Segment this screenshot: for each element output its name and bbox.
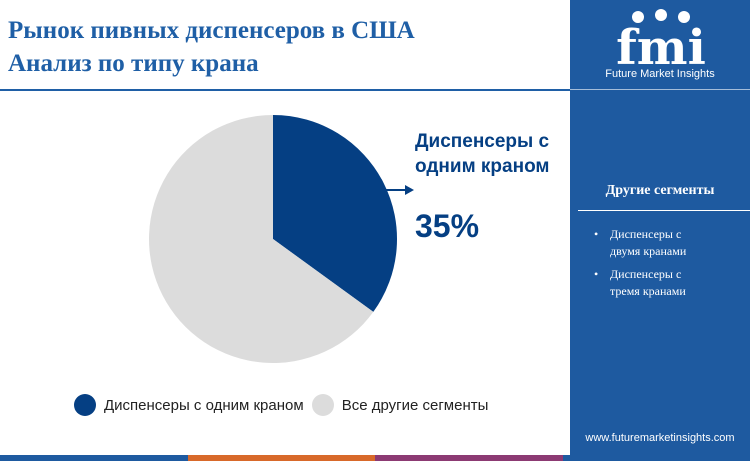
pie-slice-single-tap bbox=[273, 115, 398, 312]
bottom-bar-segment bbox=[0, 455, 188, 461]
other-segments-list: • Диспенсеры с двумя кранами • Диспенсер… bbox=[570, 226, 750, 306]
legend-item-single-tap: Диспенсеры с одним краном bbox=[74, 394, 304, 416]
list-item-line: Диспенсеры с bbox=[610, 267, 682, 281]
callout-label-line-2: одним краном bbox=[415, 156, 549, 177]
legend-item-other: Все другие сегменты bbox=[311, 394, 489, 416]
bottom-bar-segment bbox=[187, 455, 375, 461]
bullet-icon: • bbox=[594, 227, 599, 241]
callout-value: 35% bbox=[415, 208, 479, 244]
other-segments-divider bbox=[578, 210, 750, 211]
sidebar: fmi Future Market Insights Другие сегмен… bbox=[570, 0, 750, 461]
globe-dot-icon bbox=[632, 11, 644, 23]
list-item-line: тремя кранами bbox=[610, 284, 686, 298]
legend-swatch-other bbox=[311, 394, 334, 416]
legend-swatch-single-tap bbox=[74, 394, 96, 416]
callout-arrow-head-icon bbox=[405, 185, 414, 195]
website-link[interactable]: www.futuremarketinsights.com bbox=[585, 432, 735, 444]
sidebar-divider bbox=[570, 89, 750, 90]
title-line-2: Анализ по типу крана bbox=[8, 50, 259, 77]
logo-subtitle: Future Market Insights bbox=[605, 68, 715, 80]
title-line-1: Рынок пивных диспенсеров в США bbox=[8, 17, 415, 44]
globe-dot-icon bbox=[678, 11, 690, 23]
chart-legend: Диспенсеры с одним краном Все другие сег… bbox=[74, 394, 496, 416]
pie-chart: Диспенсеры с одним краном 35% bbox=[149, 115, 550, 363]
pie-slice-other bbox=[149, 115, 374, 363]
globe-dot-icon bbox=[655, 9, 667, 21]
legend-label-single-tap: Диспенсеры с одним краном bbox=[104, 396, 304, 414]
bullet-icon: • bbox=[594, 267, 599, 281]
pie-slices bbox=[149, 115, 398, 363]
bottom-bar-segment bbox=[375, 455, 563, 461]
legend-label-other: Все другие сегменты bbox=[341, 396, 489, 414]
callout: Диспенсеры с одним краном 35% bbox=[380, 131, 550, 244]
list-item-line: двумя кранами bbox=[610, 244, 687, 258]
logo-wordmark: fmi bbox=[616, 20, 706, 68]
other-segments-heading: Другие сегменты bbox=[605, 183, 715, 198]
fmi-logo-icon: fmi bbox=[616, 9, 706, 68]
list-item: • Диспенсеры с тремя кранами bbox=[570, 266, 750, 300]
title-divider bbox=[0, 89, 570, 91]
list-item: • Диспенсеры с двумя кранами bbox=[570, 226, 750, 260]
title-block: Рынок пивных диспенсеров в США Анализ по… bbox=[8, 14, 568, 80]
callout-label-line-1: Диспенсеры с bbox=[415, 131, 550, 152]
list-item-line: Диспенсеры с bbox=[610, 227, 682, 241]
